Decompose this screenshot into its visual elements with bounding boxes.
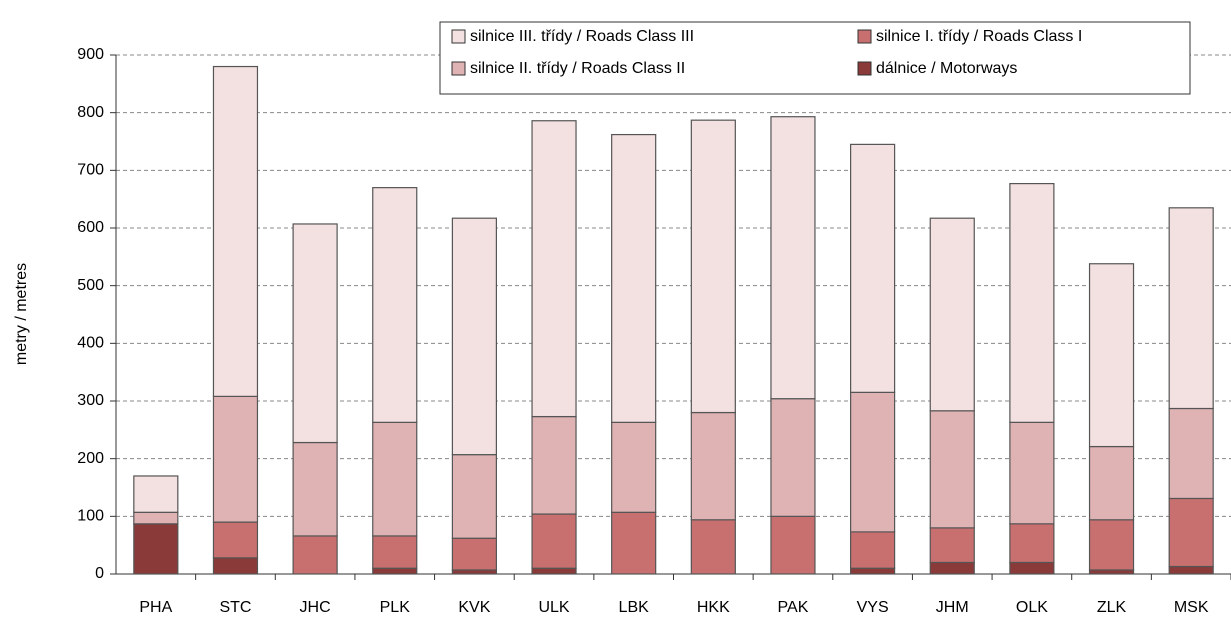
legend-swatch — [857, 29, 872, 44]
legend-swatch — [451, 61, 466, 76]
bar-segment — [1088, 569, 1135, 575]
x-tick-label: PLK — [380, 599, 411, 616]
bar-segment — [929, 561, 975, 575]
bar-segment — [292, 441, 338, 537]
bar-segment — [770, 116, 816, 400]
bar-segment — [1088, 519, 1135, 571]
y-axis-label: metry / metres — [13, 263, 30, 365]
bar-segment — [531, 567, 577, 575]
bar-segment — [611, 511, 657, 575]
bar-segment — [929, 217, 975, 412]
y-tick-label: 100 — [77, 508, 104, 525]
bar-segment — [1088, 263, 1135, 448]
y-tick-label: 300 — [77, 392, 104, 409]
bar-segment — [1009, 421, 1055, 525]
bar-segment — [690, 119, 736, 414]
bar-segment — [133, 475, 179, 513]
bar-segment — [451, 217, 497, 456]
bar-segment — [212, 65, 259, 397]
y-tick-label: 700 — [77, 162, 104, 179]
bar-segment — [850, 531, 896, 569]
y-tick-label: 800 — [77, 104, 104, 121]
y-tick-label: 200 — [77, 450, 104, 467]
bar-segment — [1009, 523, 1055, 564]
bar-segment — [850, 143, 896, 393]
x-tick-label: JHM — [936, 599, 969, 616]
bar-segment — [690, 519, 736, 575]
x-tick-label: PHA — [139, 599, 172, 616]
bar-segment — [1168, 407, 1214, 500]
bar-segment — [212, 395, 259, 523]
y-tick-label: 0 — [95, 565, 104, 582]
bar-segment — [929, 527, 975, 564]
bar-segment — [531, 513, 577, 569]
x-tick-label: ULK — [538, 599, 569, 616]
bar-segment — [1168, 207, 1214, 410]
bar-segment — [1088, 445, 1135, 521]
y-tick-label: 500 — [77, 277, 104, 294]
bar-segment — [451, 537, 497, 571]
y-tick-label: 600 — [77, 219, 104, 236]
x-tick-label: STC — [219, 599, 251, 616]
legend-box — [439, 21, 1191, 95]
bar-segment — [690, 411, 736, 521]
x-tick-label: KVK — [458, 599, 490, 616]
bar-segment — [451, 454, 497, 539]
bar-segment — [212, 557, 259, 575]
x-tick-label: OLK — [1016, 599, 1048, 616]
legend-label: dálnice / Motorways — [876, 60, 1017, 77]
x-tick-label: JHC — [300, 599, 331, 616]
bar-segment — [1168, 565, 1214, 575]
x-tick-label: HKK — [697, 599, 730, 616]
legend-swatch — [857, 61, 872, 76]
bar-segment — [133, 511, 179, 525]
bar-segment — [1009, 182, 1055, 423]
bar-segment — [611, 133, 657, 423]
y-tick-label: 900 — [77, 46, 104, 63]
y-tick-label: 400 — [77, 335, 104, 352]
x-tick-label: PAK — [778, 599, 809, 616]
legend-label: silnice I. třídy / Roads Class I — [876, 28, 1082, 45]
bar-segment — [850, 391, 896, 533]
bar-segment — [1009, 561, 1055, 575]
legend-label: silnice II. třídy / Roads Class II — [470, 60, 685, 77]
bar-segment — [1168, 497, 1214, 568]
x-tick-label: MSK — [1174, 599, 1209, 616]
bar-segment — [451, 569, 497, 575]
x-tick-label: LBK — [619, 599, 650, 616]
bar-segment — [850, 567, 896, 575]
legend-label: silnice III. třídy / Roads Class III — [470, 28, 694, 45]
bar-segment — [292, 223, 338, 444]
bar-segment — [372, 567, 418, 575]
bar-segment — [770, 515, 816, 575]
bar-segment — [531, 120, 577, 418]
bar-segment — [531, 415, 577, 515]
bar-segment — [770, 398, 816, 517]
bar-segment — [611, 421, 657, 513]
bar-segment — [372, 187, 418, 423]
x-tick-label: VYS — [857, 599, 889, 616]
bar-segment — [929, 410, 975, 529]
bar-segment — [372, 535, 418, 569]
bar-segment — [292, 535, 338, 575]
bar-segment — [133, 523, 179, 575]
x-tick-label: ZLK — [1097, 599, 1127, 616]
bar-segment — [212, 521, 259, 559]
legend-swatch — [451, 29, 466, 44]
bar-segment — [372, 421, 418, 537]
